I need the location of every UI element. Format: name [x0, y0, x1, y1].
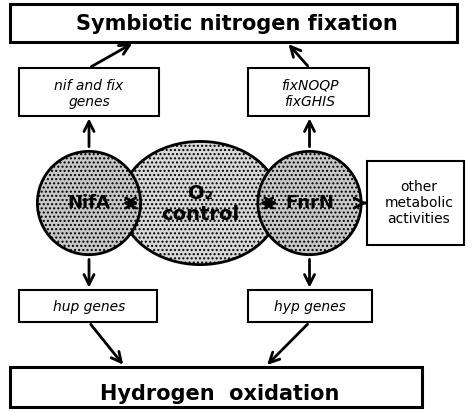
- Text: other
metabolic
activities: other metabolic activities: [384, 180, 453, 226]
- Text: nif and fix
genes: nif and fix genes: [55, 78, 124, 109]
- Text: Symbiotic nitrogen fixation: Symbiotic nitrogen fixation: [76, 14, 398, 34]
- Bar: [248, 290, 372, 322]
- Bar: [9, 5, 456, 42]
- Ellipse shape: [37, 152, 141, 255]
- Ellipse shape: [121, 141, 280, 265]
- Bar: [9, 367, 422, 407]
- Text: NifA: NifA: [68, 194, 110, 212]
- Text: O₂: O₂: [188, 184, 213, 203]
- Bar: [367, 161, 465, 245]
- Text: hyp genes: hyp genes: [273, 300, 346, 314]
- Bar: [248, 68, 369, 116]
- Ellipse shape: [258, 152, 361, 255]
- Text: FnrN: FnrN: [285, 194, 334, 212]
- Text: hup genes: hup genes: [53, 300, 125, 314]
- Text: fixNOQP
fixGHIS: fixNOQP fixGHIS: [281, 78, 338, 109]
- Bar: [19, 68, 158, 116]
- Text: control: control: [161, 205, 239, 224]
- Bar: [19, 290, 156, 322]
- Text: Hydrogen  oxidation: Hydrogen oxidation: [100, 384, 340, 404]
